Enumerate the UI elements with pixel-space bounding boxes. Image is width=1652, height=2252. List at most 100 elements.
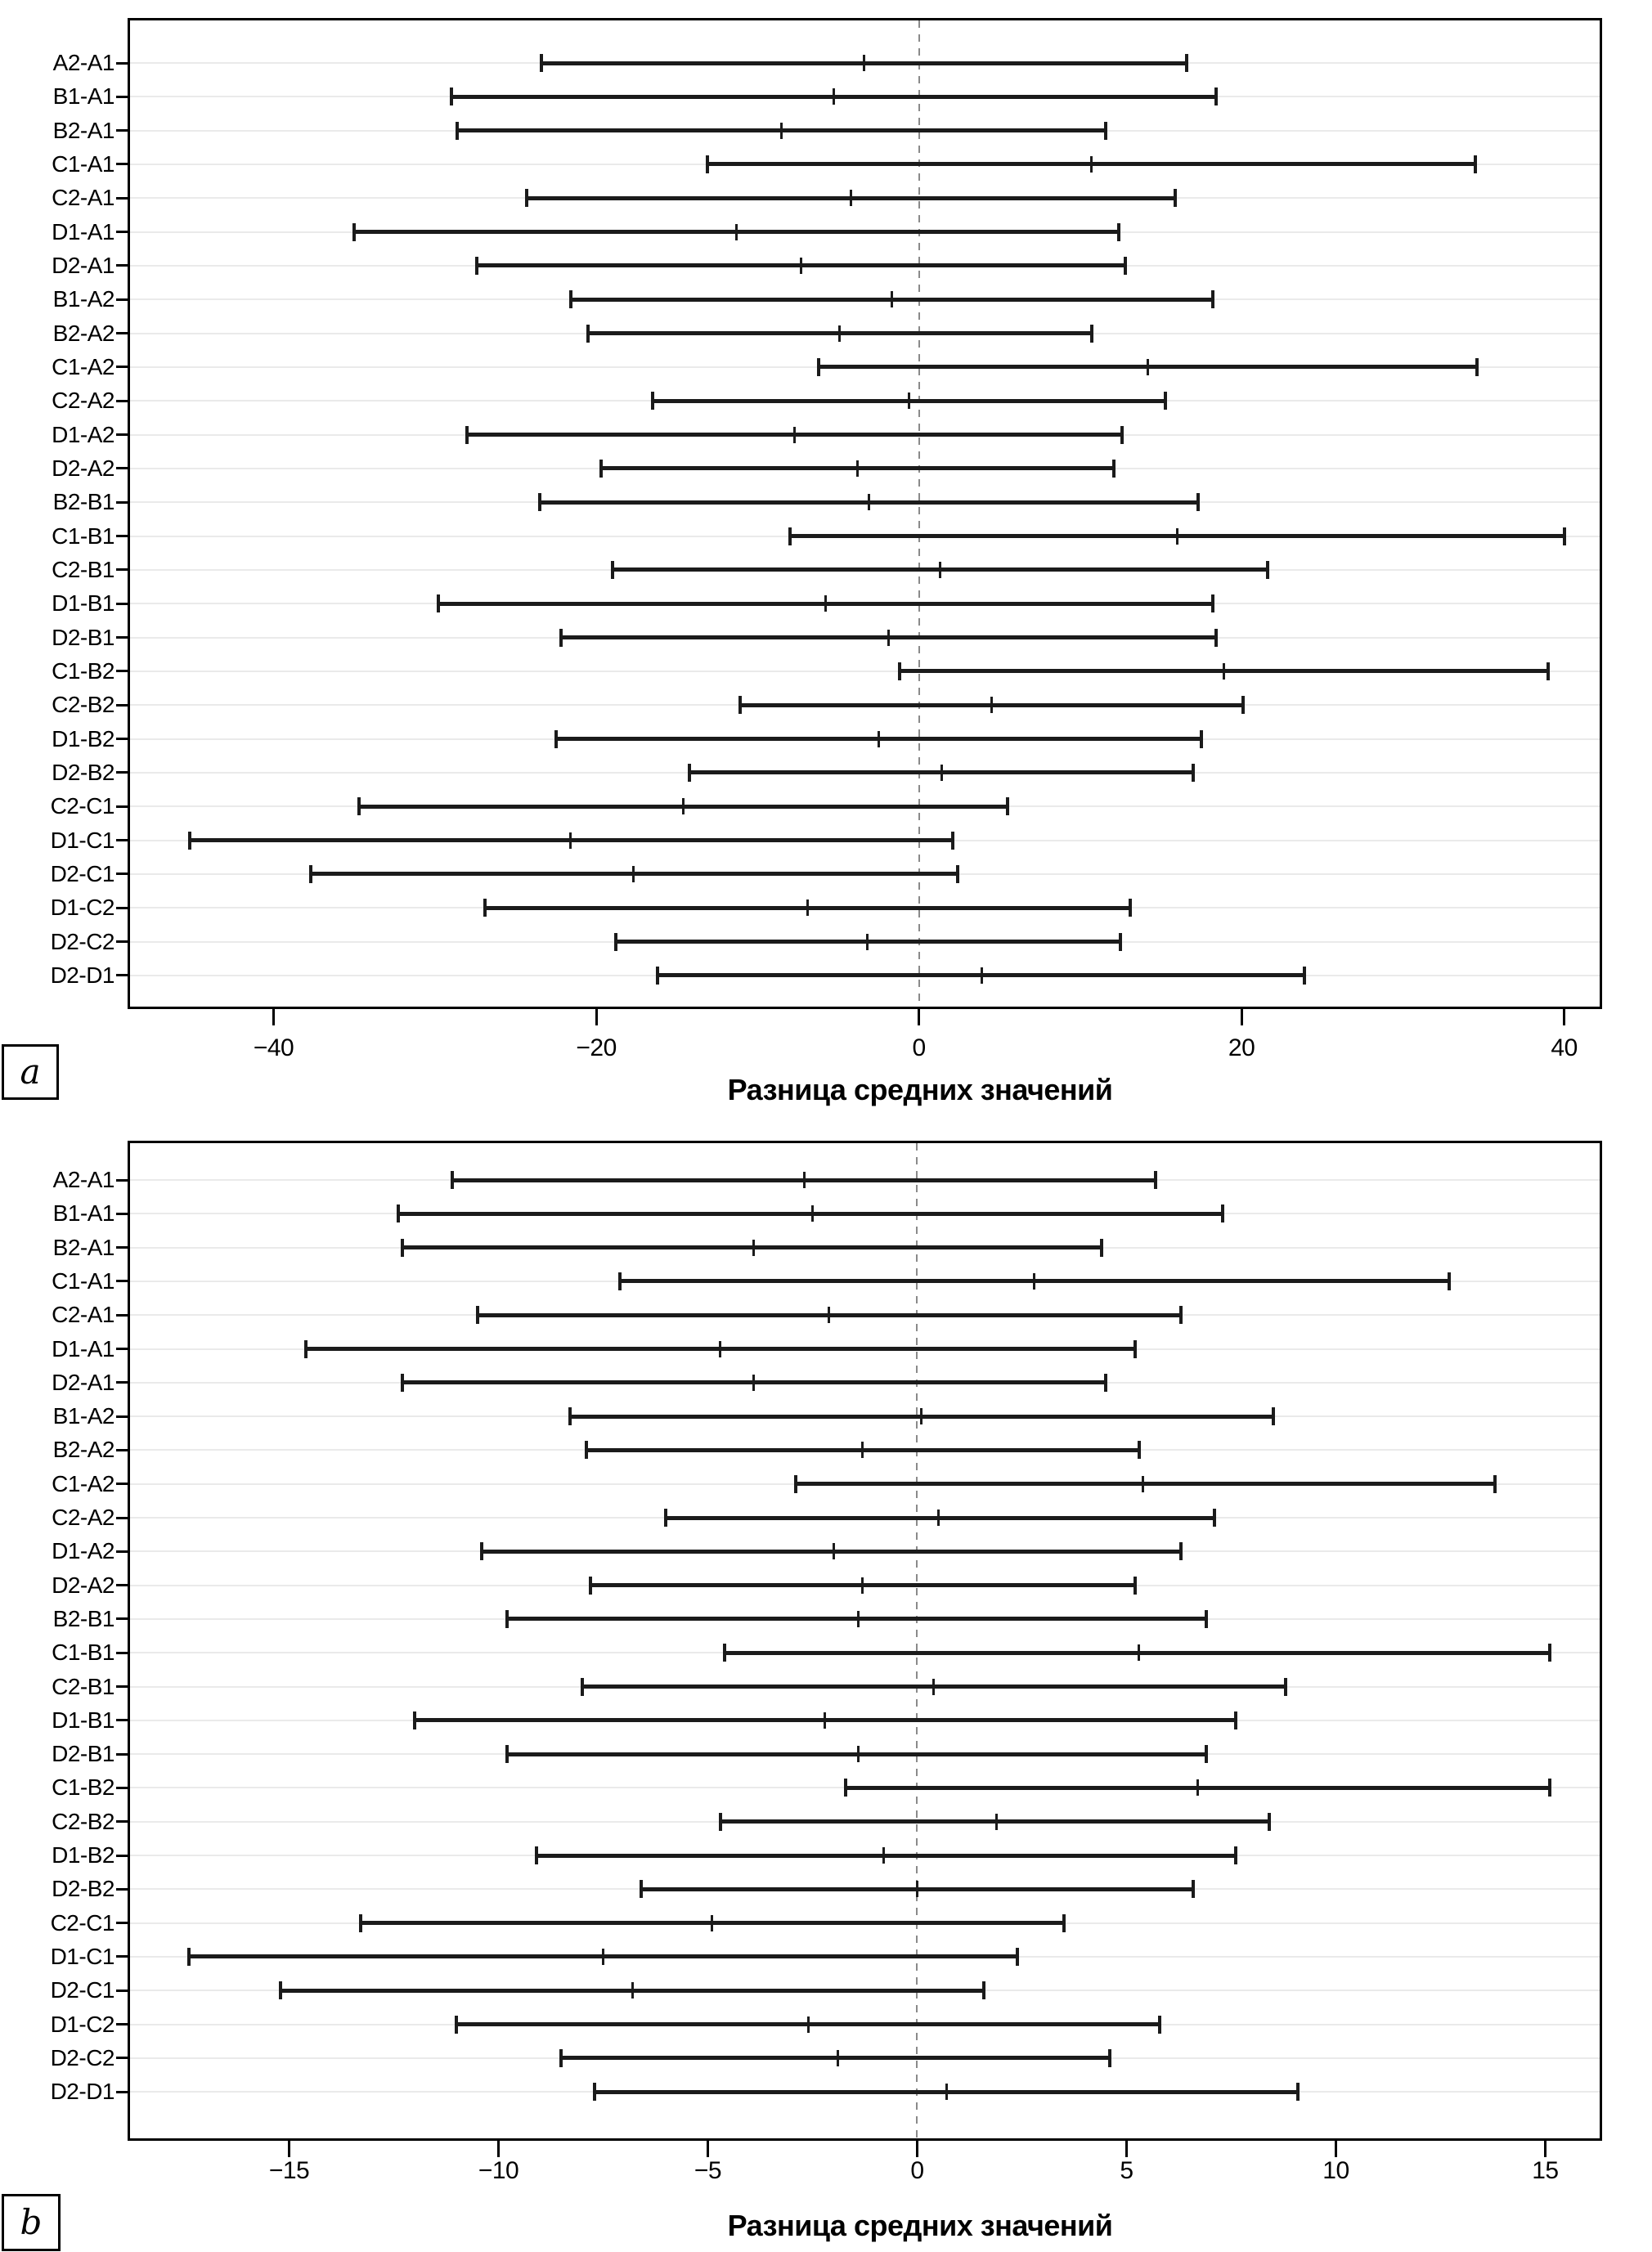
y-axis-tick: [116, 670, 128, 673]
ci-upper-cap: [1164, 392, 1168, 410]
ci-mean-tick: [631, 1982, 634, 1999]
ci-upper-cap: [955, 864, 959, 883]
ci-lower-cap: [794, 1474, 798, 1493]
ci-lower-cap: [304, 1339, 308, 1358]
row-label: C2-C1: [50, 1909, 115, 1936]
ci-upper-cap: [982, 1981, 986, 2000]
row-label: D1-B2: [52, 1842, 114, 1868]
ci-lower-cap: [613, 932, 617, 951]
row-label: C1-B2: [52, 657, 114, 684]
ci-lower-cap: [187, 831, 191, 850]
x-axis-tick: [1563, 1009, 1566, 1025]
row-label: D2-A1: [52, 252, 114, 278]
ci-upper-cap: [1546, 662, 1550, 680]
ci-lower-cap: [568, 1407, 572, 1426]
x-axis-tick-label: 0: [910, 2157, 924, 2184]
ci-upper-cap: [1104, 121, 1108, 140]
x-axis-tick-label: 20: [1228, 1034, 1255, 1061]
y-axis-tick: [116, 467, 128, 470]
y-axis-tick: [116, 2023, 128, 2025]
ci-lower-cap: [186, 1947, 191, 1966]
ci-upper-cap: [1296, 2083, 1300, 2102]
y-axis-tick: [116, 2090, 128, 2093]
ci-mean-tick: [719, 1340, 722, 1357]
ci-mean-tick: [811, 1205, 814, 1222]
row-label: C2-A2: [52, 388, 114, 414]
ci-upper-cap: [1062, 1913, 1066, 1932]
ci-mean-tick: [850, 190, 853, 207]
ci-bar: [724, 1650, 1550, 1655]
row-label: C2-A1: [52, 185, 114, 211]
ci-mean-tick: [861, 1577, 864, 1594]
row-label: D1-A1: [52, 1335, 114, 1362]
row-label: B2-A1: [52, 117, 115, 143]
x-axis-tick-label: −20: [576, 1034, 617, 1061]
ci-mean-tick: [1033, 1272, 1036, 1290]
ci-lower-cap: [559, 628, 563, 647]
ci-mean-tick: [800, 257, 803, 274]
ci-lower-cap: [610, 560, 614, 579]
ci-upper-cap: [1212, 1509, 1216, 1527]
row-label: A2-A1: [52, 1167, 115, 1192]
row-label: D2-A2: [52, 455, 114, 481]
ci-lower-cap: [465, 425, 469, 444]
ci-bar: [536, 1853, 1236, 1858]
panel-letter-b: b: [20, 2202, 43, 2242]
ci-mean-tick: [877, 730, 880, 747]
ci-lower-cap: [352, 222, 357, 241]
ci-lower-cap: [451, 1171, 455, 1189]
y-axis-tick: [116, 264, 128, 267]
y-axis-tick: [116, 1415, 128, 1418]
y-axis-tick: [116, 399, 128, 402]
y-axis-tick: [116, 332, 128, 335]
ci-lower-cap: [639, 1880, 643, 1899]
y-axis-tick: [116, 1246, 128, 1249]
ci-lower-cap: [722, 1644, 726, 1662]
ci-upper-cap: [1199, 729, 1203, 748]
ci-upper-cap: [1447, 1272, 1451, 1290]
ci-upper-cap: [1154, 1171, 1158, 1189]
row-label: D2-A2: [52, 1572, 114, 1598]
ci-upper-cap: [1233, 1711, 1237, 1729]
y-axis-tick: [116, 1922, 128, 1925]
x-axis-tick-label: −10: [478, 2157, 519, 2184]
ci-mean-tick: [838, 325, 842, 342]
row-label: C1-B1: [52, 1640, 114, 1666]
ci-lower-cap: [656, 966, 660, 985]
y-axis-tick: [116, 61, 128, 65]
ci-mean-tick: [990, 697, 993, 714]
row-label: B2-B1: [52, 489, 115, 515]
x-axis-tick-label: −40: [253, 1034, 294, 1061]
ci-bar: [506, 1617, 1206, 1622]
ci-lower-cap: [599, 459, 603, 478]
row-label: D2-D1: [50, 2079, 115, 2105]
row-label: C1-B1: [52, 523, 114, 549]
y-axis-tick: [116, 1584, 128, 1587]
ci-lower-cap: [664, 1509, 668, 1527]
ci-mean-tick: [1147, 358, 1150, 375]
row-label: D1-B1: [52, 590, 114, 617]
row-label: D2-B1: [52, 1741, 114, 1767]
y-axis-tick: [116, 703, 128, 707]
y-axis-tick: [116, 1752, 128, 1756]
ci-upper-cap: [1241, 696, 1246, 715]
ci-upper-cap: [1099, 1238, 1103, 1257]
ci-lower-cap: [580, 1677, 584, 1696]
ci-bar: [796, 1482, 1495, 1487]
row-label: B1-A1: [52, 83, 115, 110]
y-axis-tick: [116, 1381, 128, 1384]
row-label: B1-A1: [52, 1200, 115, 1227]
panel-letter-box-a: a: [2, 1044, 59, 1100]
y-axis-tick: [116, 196, 128, 200]
ci-lower-cap: [589, 1576, 593, 1595]
ci-mean-tick: [867, 494, 870, 511]
ci-mean-tick: [735, 223, 738, 240]
ci-upper-cap: [1196, 493, 1200, 512]
ci-mean-tick: [1175, 527, 1178, 545]
ci-mean-tick: [682, 798, 685, 815]
y-axis-tick: [116, 771, 128, 774]
x-axis-tick: [1240, 1009, 1243, 1025]
ci-upper-cap: [1185, 54, 1189, 72]
ci-lower-cap: [586, 324, 590, 343]
row-label: A2-A1: [52, 50, 115, 75]
